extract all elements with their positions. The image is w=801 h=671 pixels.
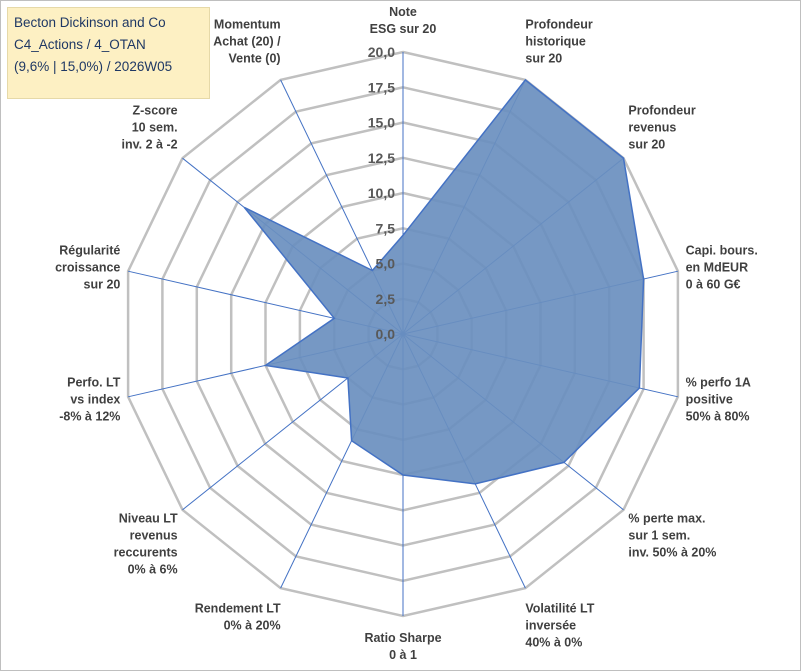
- axis-label-7-line-1: 0 à 1: [389, 648, 417, 662]
- axis-label-4: % perfo 1A positive 50% à 80%: [686, 375, 751, 423]
- axis-label-5-line-2: inv. 50% à 20%: [628, 546, 716, 560]
- axis-label-0-line-0: Note: [389, 5, 417, 19]
- axis-label-2: Profondeur revenus sur 20: [628, 103, 695, 151]
- axis-label-12-line-1: 10 sem.: [132, 120, 178, 134]
- radar-series: [243, 78, 645, 485]
- axis-label-6-line-2: 40% à 0%: [525, 636, 582, 650]
- axis-label-10-line-1: vs index: [70, 392, 120, 406]
- axis-label-10: Perfo. LT vs index -8% à 12%: [59, 375, 121, 423]
- axis-label-0: Note ESG sur 20: [370, 5, 437, 36]
- radial-tick-labels: 0,0 2,5 5,0 7,5 10,0 12,5 15,0 17,5 20,0: [368, 44, 395, 342]
- axis-label-5: % perte max. sur 1 sem. inv. 50% à 20%: [628, 512, 716, 560]
- axis-label-6: Volatilité LT inversée 40% à 0%: [525, 602, 594, 650]
- axis-label-4-line-1: positive: [686, 392, 733, 406]
- axis-label-12-line-0: Z-score: [132, 103, 177, 117]
- axis-label-2-line-2: sur 20: [628, 137, 665, 151]
- tick-label-2: 5,0: [376, 256, 396, 272]
- axis-label-9-line-1: revenus: [130, 529, 178, 543]
- axis-label-13: Momentum Achat (20) / Vente (0): [213, 17, 281, 65]
- axis-labels: Note ESG sur 20 Profondeur historique sur 20…: [55, 5, 758, 662]
- axis-label-2-line-1: revenus: [628, 120, 676, 134]
- axis-label-5-line-0: % perte max.: [628, 512, 705, 526]
- axis-label-11-line-0: Régularité: [59, 244, 120, 258]
- axis-label-8-line-1: 0% à 20%: [224, 619, 281, 633]
- axis-label-1: Profondeur historique sur 20: [525, 17, 592, 65]
- axis-label-9-line-2: reccurents: [114, 546, 178, 560]
- tick-label-1: 2,5: [376, 291, 396, 307]
- tick-label-4: 10,0: [368, 185, 395, 201]
- axis-label-10-line-2: -8% à 12%: [59, 409, 120, 423]
- axis-label-11: Régularité croissance sur 20: [55, 244, 120, 292]
- chart-title-line-3: (9,6% | 15,0%) / 2026W05: [14, 59, 173, 74]
- axis-label-3-line-0: Capi. bours.: [686, 244, 758, 258]
- tick-label-6: 15,0: [368, 115, 395, 131]
- tick-label-5: 12,5: [368, 150, 395, 166]
- axis-label-1-line-1: historique: [525, 34, 585, 48]
- axis-label-4-line-2: 50% à 80%: [686, 409, 750, 423]
- tick-label-3: 7,5: [376, 220, 396, 236]
- axis-label-11-line-2: sur 20: [84, 278, 121, 292]
- tick-label-7: 17,5: [368, 79, 395, 95]
- axis-label-13-line-1: Achat (20) /: [213, 34, 281, 48]
- axis-label-8: Rendement LT 0% à 20%: [195, 602, 281, 633]
- axis-label-3-line-1: en MdEUR: [686, 261, 749, 275]
- tick-label-8: 20,0: [368, 44, 395, 60]
- chart-title-line-1: Becton Dickinson and Co: [14, 15, 166, 30]
- axis-label-9-line-3: 0% à 6%: [128, 563, 178, 577]
- axis-label-4-line-0: % perfo 1A: [686, 375, 751, 389]
- axis-label-3: Capi. bours. en MdEUR 0 à 60 G€: [686, 244, 758, 292]
- axis-label-6-line-0: Volatilité LT: [525, 602, 594, 616]
- axis-label-7-line-0: Ratio Sharpe: [364, 631, 441, 645]
- axis-label-3-line-2: 0 à 60 G€: [686, 278, 741, 292]
- axis-label-12-line-2: inv. 2 à -2: [122, 137, 178, 151]
- axis-label-6-line-1: inversée: [525, 619, 576, 633]
- axis-label-1-line-2: sur 20: [525, 51, 562, 65]
- axis-label-0-line-1: ESG sur 20: [370, 22, 437, 36]
- axis-label-11-line-1: croissance: [55, 261, 120, 275]
- axis-label-9-line-0: Niveau LT: [119, 512, 178, 526]
- axis-label-13-line-0: Momentum: [214, 17, 281, 31]
- chart-title-line-2: C4_Actions / 4_OTAN: [14, 37, 146, 52]
- chart-title-box: Becton Dickinson and Co C4_Actions / 4_O…: [7, 7, 210, 99]
- axis-label-9: Niveau LT revenus reccurents 0% à 6%: [114, 512, 178, 577]
- axis-label-1-line-0: Profondeur: [525, 17, 592, 31]
- axis-label-12: Z-score 10 sem. inv. 2 à -2: [122, 103, 178, 151]
- axis-label-7: Ratio Sharpe 0 à 1: [364, 631, 441, 662]
- axis-label-13-line-2: Vente (0): [228, 51, 280, 65]
- series-area-0: [243, 78, 645, 485]
- axis-label-2-line-0: Profondeur: [628, 103, 695, 117]
- tick-label-0: 0,0: [376, 326, 396, 342]
- axis-label-10-line-0: Perfo. LT: [67, 375, 121, 389]
- axis-label-8-line-0: Rendement LT: [195, 602, 281, 616]
- axis-label-5-line-1: sur 1 sem.: [628, 529, 690, 543]
